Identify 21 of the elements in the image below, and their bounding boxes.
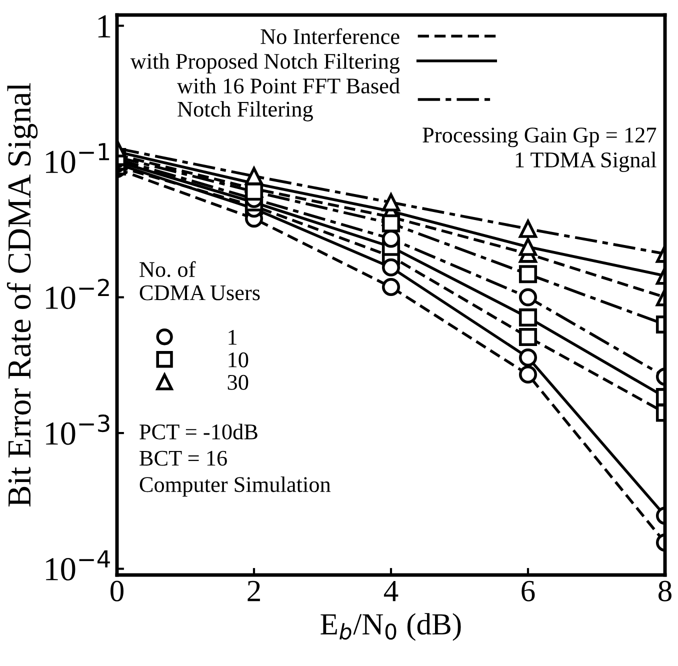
x-tick-label: 8 [658, 580, 672, 602]
x-axis-title: E$_{b}$/N$_{0}$ (dB) [320, 613, 461, 641]
x-tick-label: 6 [522, 580, 535, 602]
legend-label: with 16 Point FFT Based Notch Filtering [177, 78, 400, 122]
annotation: No. of CDMA Users [140, 261, 260, 300]
annotation: PCT = -10dB BCT = 16 Computer Simulation [140, 424, 331, 497]
annotation: 1 [228, 330, 237, 345]
x-tick-label: 0 [110, 580, 124, 602]
legend-label: with Proposed Notch Filtering [130, 53, 400, 74]
annotation: 30 [228, 374, 248, 390]
y-tick-label: 10$^{−2}$ [46, 278, 109, 310]
y-axis-title: Bit Error Rate of CDMA Signal [6, 83, 38, 507]
legend-label: No Interference [260, 28, 400, 44]
y-tick-label: 10$^{−4}$ [46, 550, 110, 581]
annotation: Processing Gain Gp = 127 1 TDMA Signal [422, 128, 656, 172]
x-tick-label: 2 [248, 580, 260, 602]
y-tick-label: 10$^{−1}$ [46, 143, 110, 174]
annotation: 10 [228, 352, 248, 368]
y-tick-label: 10$^{−3}$ [46, 414, 110, 445]
x-tick-label: 4 [384, 580, 398, 602]
y-tick-label: 1 [98, 15, 110, 38]
